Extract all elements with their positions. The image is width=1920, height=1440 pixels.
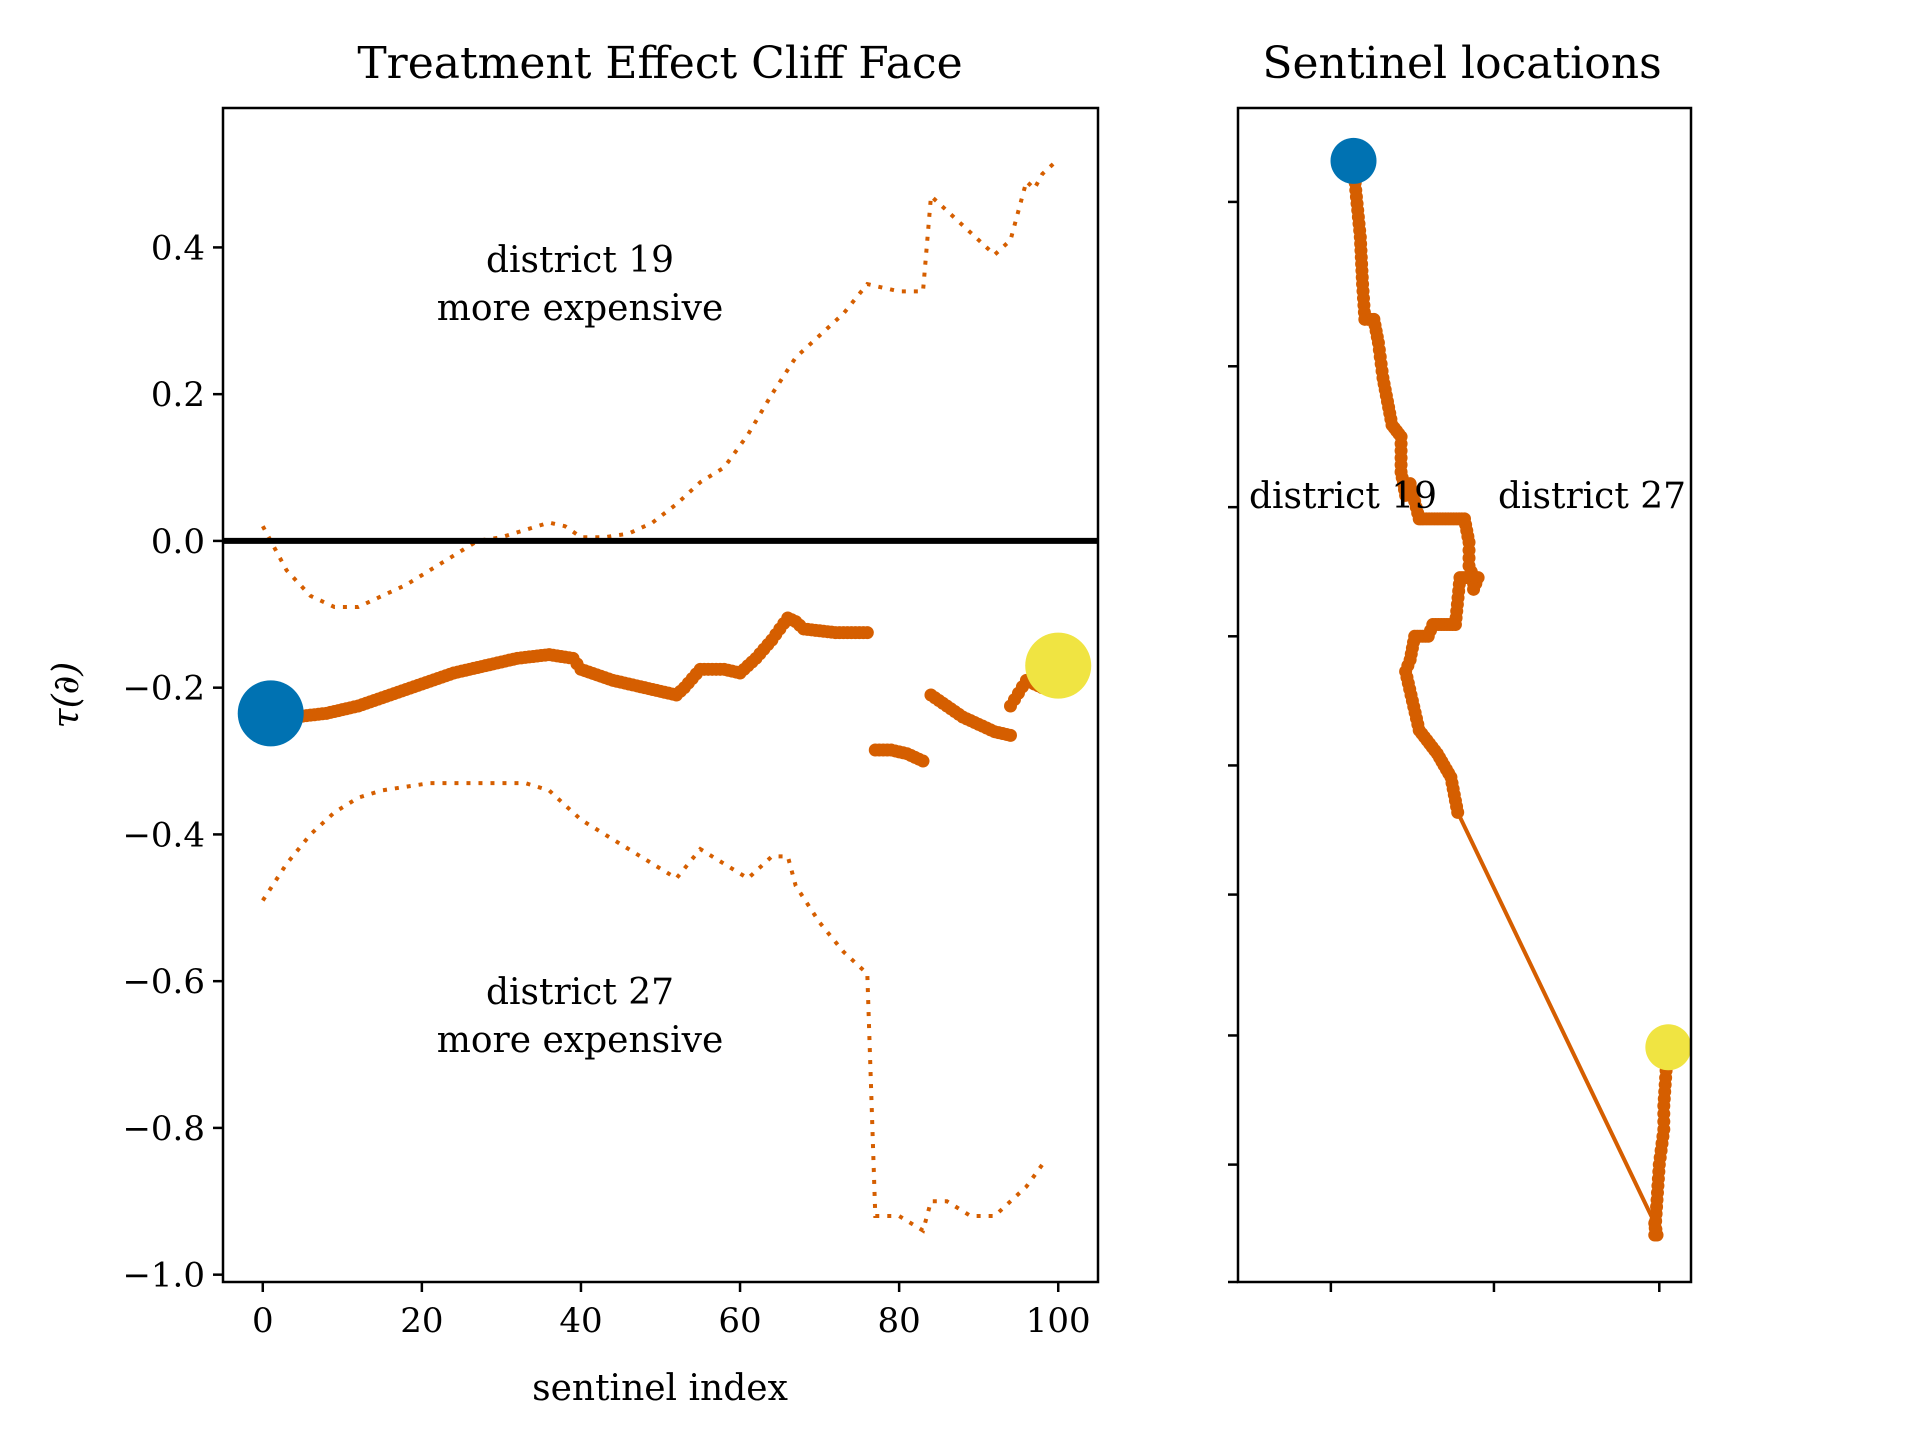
right-plot-area: district 19 district 27 xyxy=(1236,106,1693,1284)
sentinel-path-line xyxy=(1351,160,1671,1237)
estimate-series xyxy=(264,611,1049,768)
start-marker xyxy=(237,680,304,747)
estimate-point xyxy=(860,626,874,640)
right-y-ticks xyxy=(1228,200,1238,1284)
y-tick-label: −0.6 xyxy=(122,962,205,1002)
y-tick-label: 0.0 xyxy=(151,522,205,562)
lower-bound-series xyxy=(261,781,1044,1234)
left-panel: Treatment Effect Cliff Face district 19 … xyxy=(46,38,1100,1409)
end-marker xyxy=(1025,632,1092,699)
sentinel-point xyxy=(1451,805,1465,819)
y-tick-label: −0.8 xyxy=(122,1109,205,1149)
upper-bound-series xyxy=(261,157,1060,609)
estimate-point xyxy=(1004,728,1017,742)
y-tick-label: −0.2 xyxy=(122,669,205,709)
end-location-marker xyxy=(1645,1024,1692,1071)
right-axes-frame xyxy=(1236,106,1693,1284)
left-x-ticks: 0 20 40 60 80 100 xyxy=(252,1282,1091,1341)
x-tick-label: 60 xyxy=(718,1301,761,1341)
right-x-ticks xyxy=(1329,1282,1661,1292)
y-tick-label: 0.2 xyxy=(151,375,205,415)
left-plot-area: district 19 more expensive district 27 m… xyxy=(221,106,1100,1284)
right-panel: Sentinel locations district 19 district … xyxy=(1228,38,1693,1292)
start-location-marker xyxy=(1330,137,1377,184)
left-y-ticks: 0.4 0.2 0.0 −0.2 −0.4 −0.6 −0.8 −1.0 xyxy=(122,228,223,1296)
x-tick-label: 100 xyxy=(1026,1301,1091,1341)
annotation-district-27: district 27 xyxy=(1498,476,1686,517)
right-title: Sentinel locations xyxy=(1262,38,1661,89)
x-tick-label: 0 xyxy=(252,1301,274,1341)
left-title: Treatment Effect Cliff Face xyxy=(357,38,962,89)
annotation-district-19-line2: more expensive xyxy=(437,288,724,329)
annotation-district-27-line2: more expensive xyxy=(437,1020,724,1061)
x-tick-label: 20 xyxy=(400,1301,443,1341)
x-tick-label: 80 xyxy=(878,1301,921,1341)
sentinel-path-series xyxy=(1347,154,1675,1242)
annotation-district-19-line1: district 19 xyxy=(486,240,674,281)
y-tick-label: −1.0 xyxy=(122,1256,205,1296)
annotation-district-19: district 19 xyxy=(1249,476,1437,517)
left-x-axis-label: sentinel index xyxy=(532,1368,788,1409)
left-y-axis-label: τ(∂) xyxy=(46,662,87,729)
estimate-point xyxy=(916,754,930,768)
left-axes-frame xyxy=(221,106,1100,1284)
upper-bound-line xyxy=(261,157,1060,609)
y-tick-label: −0.4 xyxy=(122,815,205,855)
lower-bound-line xyxy=(261,781,1044,1234)
annotation-district-27-line1: district 27 xyxy=(486,972,674,1013)
y-tick-label: 0.4 xyxy=(151,228,205,268)
x-tick-label: 40 xyxy=(559,1301,602,1341)
